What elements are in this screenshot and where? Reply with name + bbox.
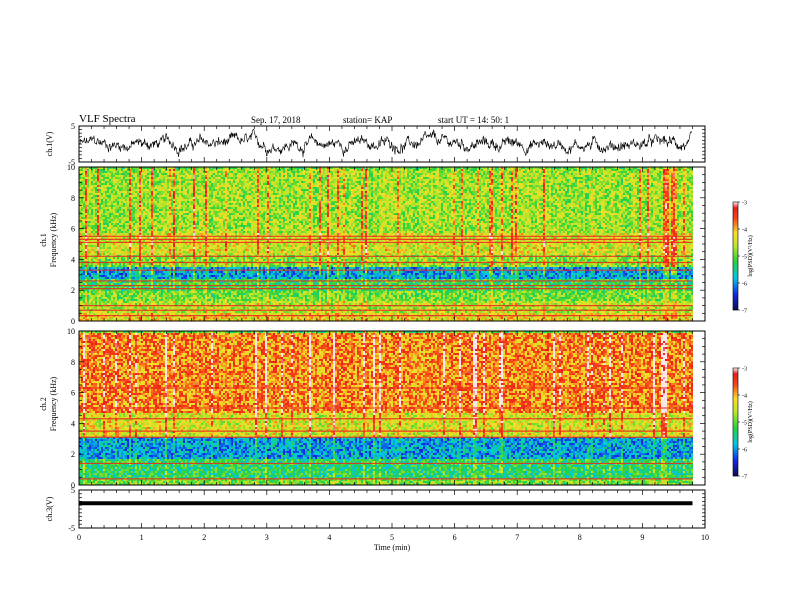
ch2-channel-label: ch.2 [39,397,48,411]
chart-title: VLF Spectra [79,113,136,125]
ch1-colorbar-tick-label: -7 [742,309,747,315]
y-tick-label: 0 [71,481,75,490]
ch2-colorbar-tick-label: -4 [742,394,747,400]
ch1-colorbar-tick-label: -6 [742,282,747,288]
x-tick-label: 8 [578,533,582,542]
y-tick-label: 10 [67,327,75,336]
y-tick-label: 2 [71,286,75,295]
y-tick-label: 10 [67,163,75,172]
ch2-colorbar-tick-label: -6 [742,448,747,454]
ch1-colorbar-tick-label: -5 [742,255,747,261]
y-tick-label: 4 [71,419,75,428]
x-tick-label: 1 [140,533,144,542]
ch1-spectrogram [79,167,693,321]
ch2-colorbar-tick-label: -5 [742,421,747,427]
y-tick-label: 8 [71,194,75,203]
x-axis-label: Time (min) [374,543,411,552]
ch2-colorbar-label: log(PSD)(V²/Hz) [747,401,754,442]
ch1-waveform-trace [79,128,693,158]
x-tick-label: 7 [515,533,519,542]
ch1-channel-label: ch.1 [39,233,48,247]
x-tick-label: 3 [265,533,269,542]
x-tick-label: 9 [640,533,644,542]
ch1-colorbar-label: log(PSD)(V²/Hz) [747,235,754,276]
y-tick-label: -5 [68,158,75,167]
ch2-spectrogram [79,331,693,485]
x-tick-label: 5 [390,533,394,542]
y-tick-label: 4 [71,255,75,264]
y-tick-label: 6 [71,389,75,398]
y-tick-label: 8 [71,358,75,367]
start-time-label: start UT = 14: 50: 1 [438,115,509,125]
y-tick-label: 5 [71,486,75,495]
ch2-colorbar [733,368,738,477]
x-tick-label: 10 [701,533,709,542]
y-tick-label: 0 [71,317,75,326]
ch3-waveform-frame [78,489,706,529]
date-label: Sep. 17, 2018 [251,115,301,125]
ch1-y-axis-label: ch.1(V) [45,131,54,156]
y-tick-label: 2 [71,450,75,459]
ch1-y-axis-label: Frequency (kHz) [49,212,58,267]
ch2-y-axis-label: Frequency (kHz) [49,376,58,431]
x-tick-label: 6 [453,533,457,542]
y-tick-label: -5 [68,524,75,533]
ch1-colorbar [733,202,738,311]
ch1-colorbar-tick-label: -4 [742,228,747,234]
ch2-colorbar-tick-label: -3 [742,367,747,373]
x-tick-label: 4 [327,533,331,542]
y-tick-label: 5 [71,122,75,131]
ch3-y-axis-label: ch.3(V) [45,496,54,521]
x-tick-label: 2 [202,533,206,542]
y-tick-label: 6 [71,225,75,234]
ch2-colorbar-tick-label: -7 [742,475,747,481]
station-label: station= KAP [343,115,392,125]
ch1-colorbar-tick-label: -3 [742,201,747,207]
x-tick-label: 0 [77,533,81,542]
